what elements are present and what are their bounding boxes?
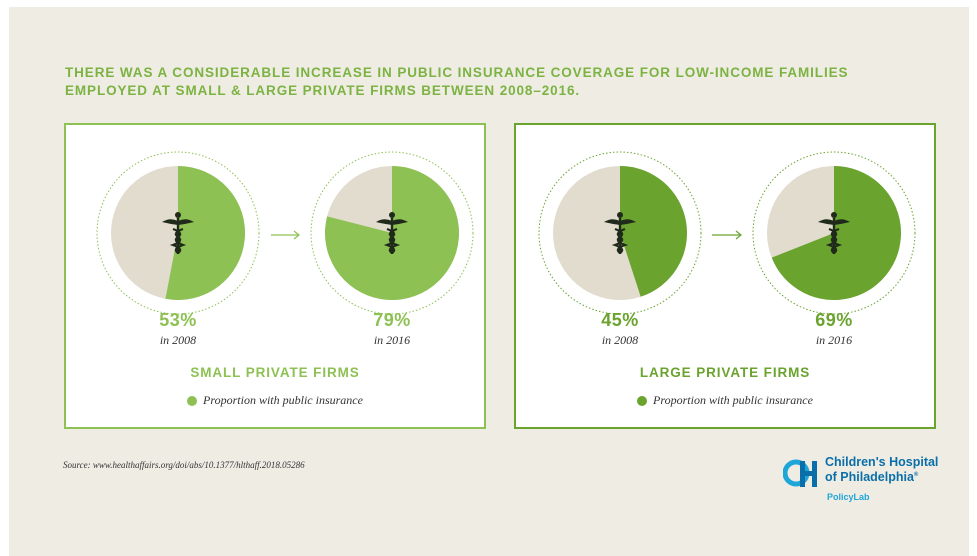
panel-title-large: LARGE PRIVATE FIRMS (639, 365, 811, 380)
small-firms-panel: 53% in 2008 79% in 2016 SMALL PRIVATE FI… (64, 123, 486, 429)
large-firms-panel: 45% in 2008 69% in 2016 LARGE PRIVATE FI… (514, 123, 936, 429)
pie-dotted-ring (96, 151, 260, 315)
legend-dot (187, 395, 198, 406)
year-label-large-2016: in 2016 (815, 333, 853, 347)
source-citation: Source: www.healthaffairs.org/doi/abs/10… (63, 460, 305, 470)
pct-label-small-2008: 53% (159, 310, 197, 330)
panel-title-small: SMALL PRIVATE FIRMS (190, 365, 360, 380)
arrow-right-icon (271, 230, 300, 240)
large-firms-pies (538, 151, 916, 315)
year-label-small-2016: in 2016 (373, 333, 411, 347)
logo-name-line1: Children's Hospital (825, 455, 939, 469)
pct-label-large-2008: 45% (601, 310, 639, 330)
year-label-large-2008: in 2008 (601, 333, 639, 347)
arrow-right-icon (712, 230, 742, 240)
logo-trademark: ® (913, 472, 919, 478)
logo-name: Children's Hospital of Philadelphia® (825, 456, 938, 484)
headline: THERE WAS A CONSIDERABLE INCREASE IN PUB… (65, 65, 849, 98)
legend-small: Proportion with public insurance (66, 393, 484, 408)
pie-dotted-ring (752, 151, 916, 315)
pct-label-small-2016: 79% (373, 310, 411, 330)
logo-policylab: PolicyLab (827, 492, 870, 502)
legend-label: Proportion with public insurance (203, 393, 363, 407)
legend-dot (637, 395, 648, 406)
legend-label: Proportion with public insurance (653, 393, 813, 407)
chop-policylab-logo: Children's Hospital of Philadelphia® Pol… (783, 455, 953, 507)
chop-logo-icon (783, 459, 817, 487)
legend-large: Proportion with public insurance (516, 393, 934, 408)
infographic-canvas: THERE WAS A CONSIDERABLE INCREASE IN PUB… (9, 7, 969, 556)
pie-slice-small-2008 (165, 166, 246, 300)
logo-name-line2: of Philadelphia (825, 470, 914, 485)
small-firms-pies (96, 151, 474, 315)
pie-dotted-ring (310, 151, 474, 315)
pie-slice-large-2008 (620, 166, 687, 297)
pie-dotted-ring (538, 151, 702, 315)
pct-label-large-2016: 69% (815, 310, 853, 330)
year-label-small-2008: in 2008 (159, 333, 197, 347)
